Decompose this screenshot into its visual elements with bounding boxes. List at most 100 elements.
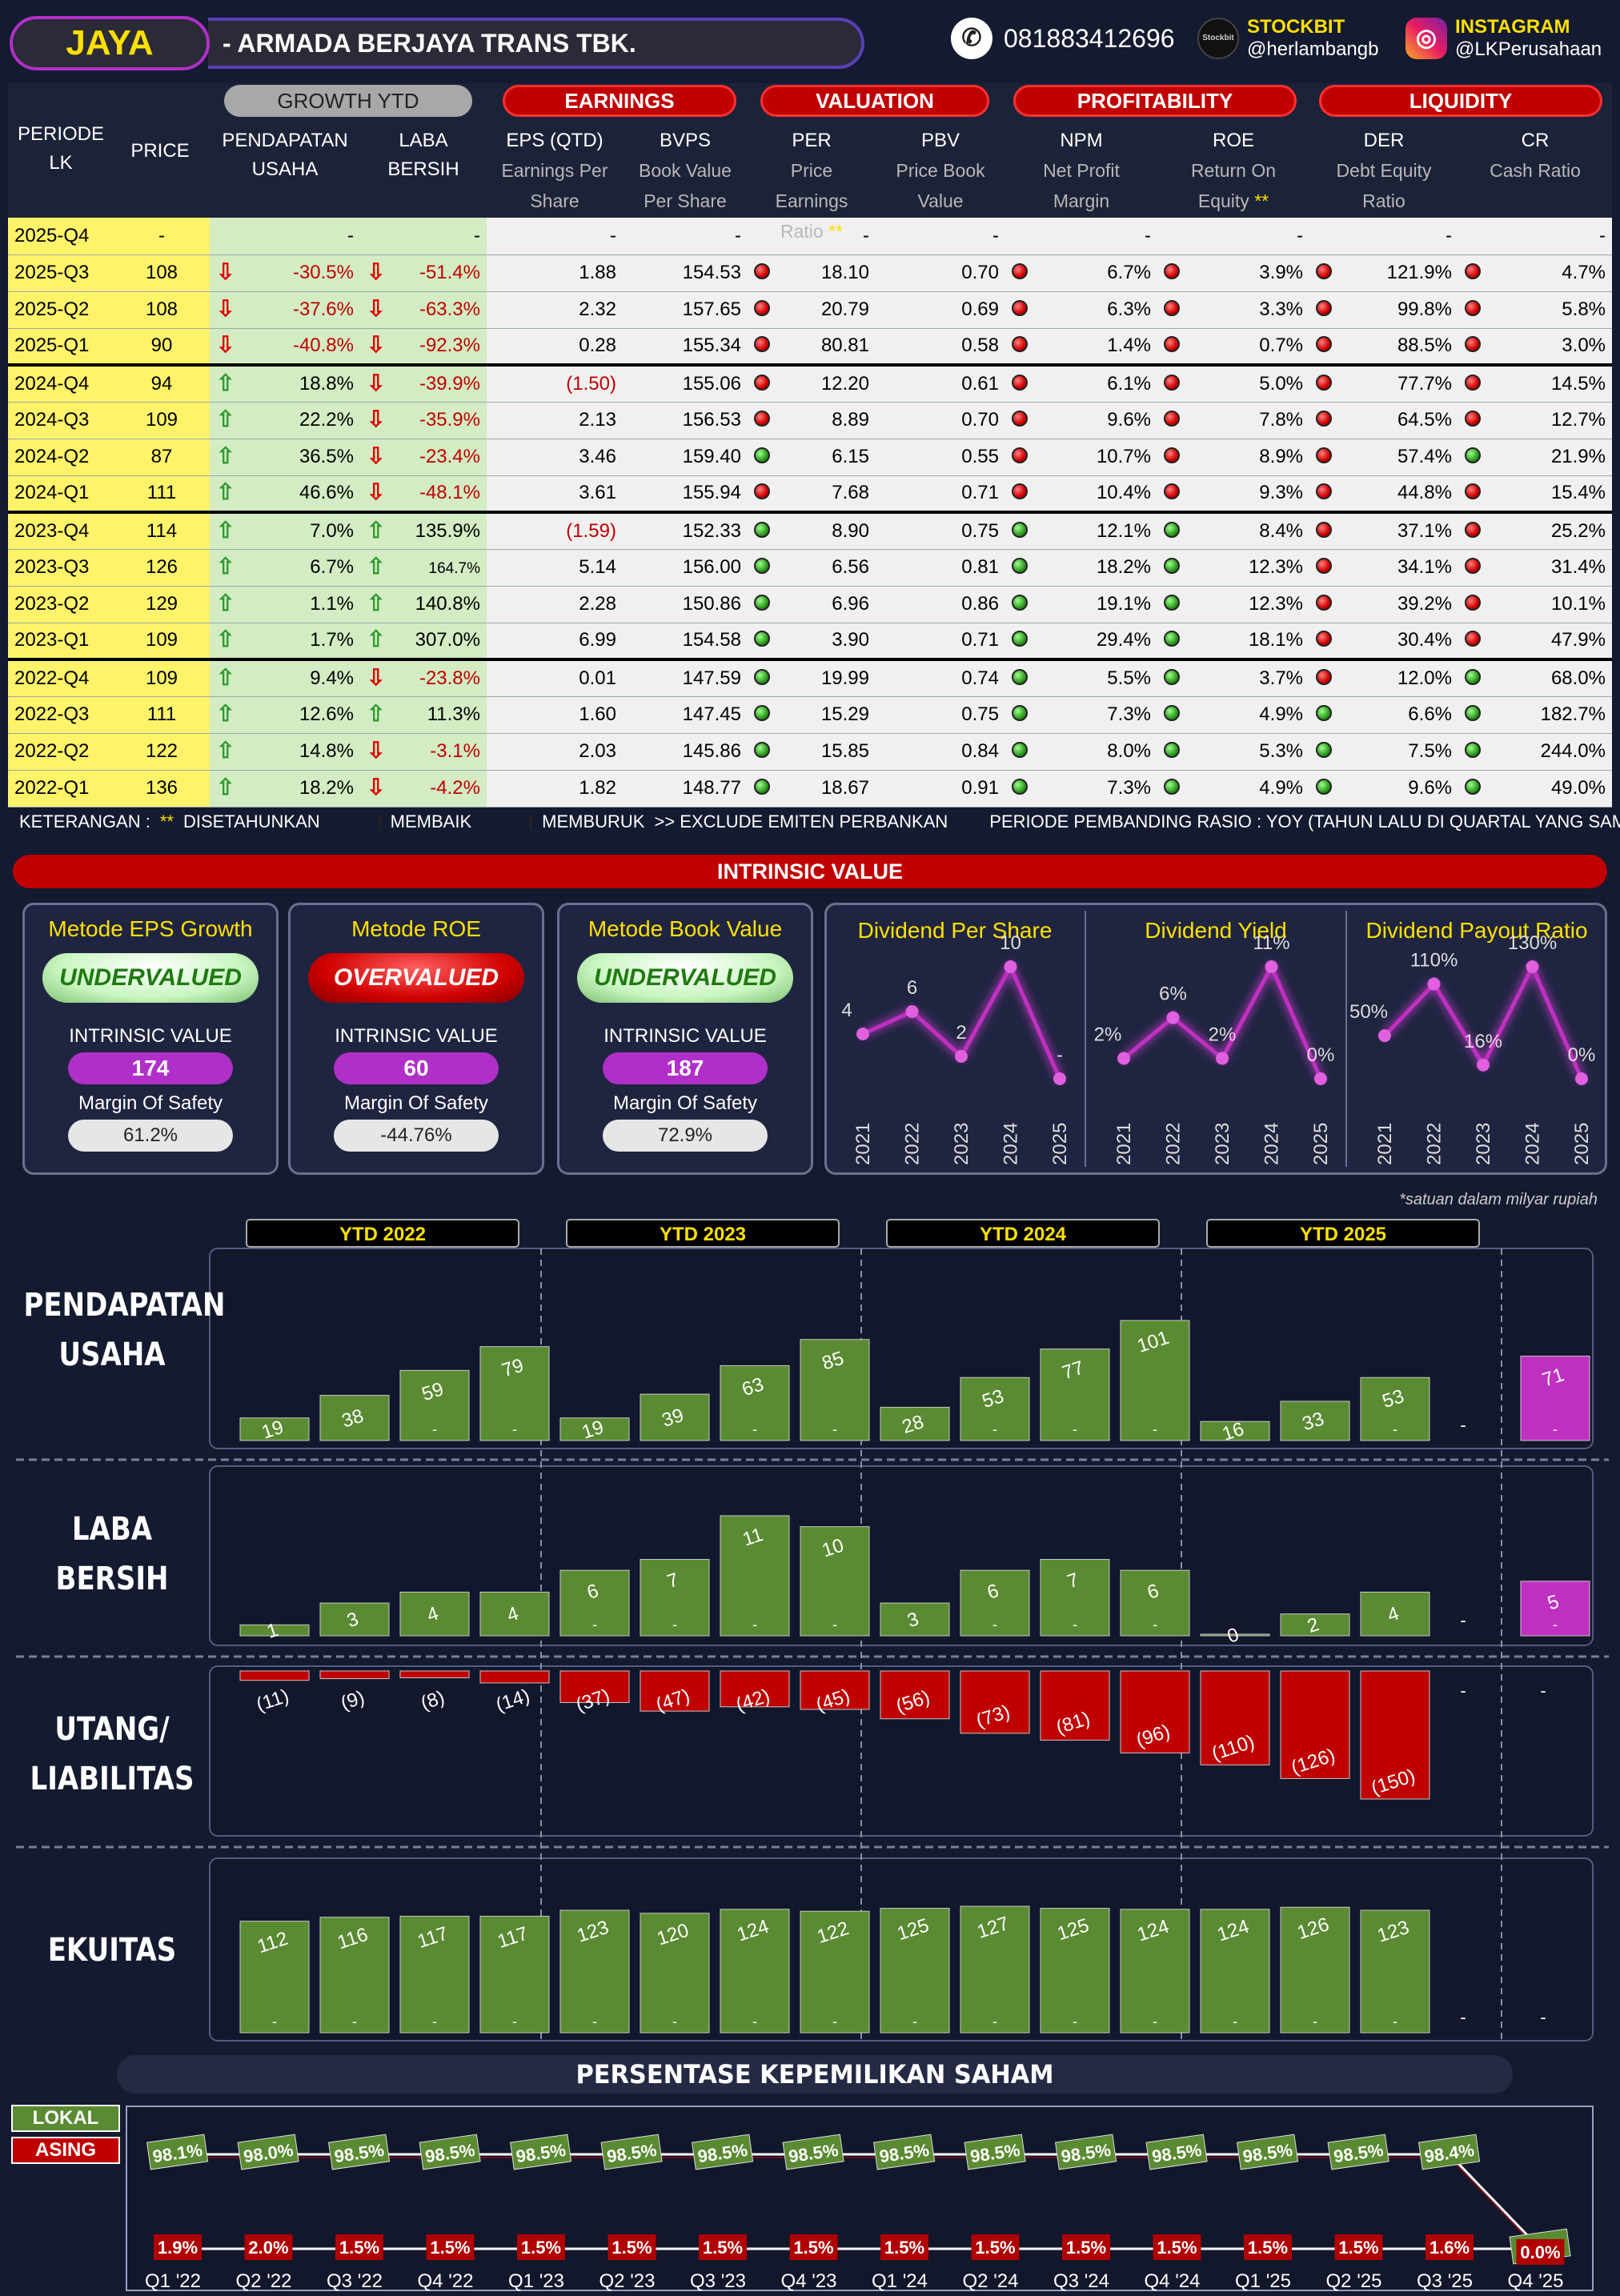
cell-revenue-growth: ⇧ 22.2% xyxy=(210,402,360,439)
dividend-point xyxy=(955,1050,968,1063)
cell-value: 44.8% xyxy=(1397,482,1452,504)
cell-periode: 2024-Q3 xyxy=(8,402,114,439)
green-dot-icon xyxy=(1164,779,1180,795)
table-row: 2025-Q3 108 ⇩ -30.5% ⇩ -51.4% 1.88 154.53 18.10 0… xyxy=(8,254,1612,292)
group-growth-ytd: GROWTH YTD xyxy=(224,85,472,117)
red-dot-icon xyxy=(1316,631,1332,647)
cell-netincome-growth: ⇩ -92.3% xyxy=(360,328,487,366)
bar xyxy=(399,1915,470,2034)
asing-label-bg xyxy=(1244,2234,1292,2260)
dividend-label: 10 xyxy=(1000,932,1021,954)
green-dot-icon xyxy=(754,705,770,721)
cell-value: 4.7% xyxy=(1562,262,1606,283)
cell-value: 0.7% xyxy=(1259,335,1303,357)
col-title: PBV xyxy=(920,130,960,151)
col-subtitle: Cash Ratio xyxy=(1490,160,1581,181)
ytd-label: YTD 2022 xyxy=(339,1224,426,1245)
table-row: 2022-Q3 111 ⇧ 12.6% ⇧ 11.3% 1.60 147.45 15.29 0.7… xyxy=(8,696,1612,734)
col-subtitle: Debt Equity Ratio xyxy=(1336,160,1432,211)
quarter-label: Q1 '22 xyxy=(145,2270,201,2292)
bar-sub-label: - xyxy=(1553,1421,1558,1437)
row-label-line: LABA xyxy=(71,1511,153,1548)
asing-label-bg xyxy=(971,2234,1020,2260)
bar-sub-label: - xyxy=(1553,1617,1558,1633)
cell-eps: 0.28 xyxy=(487,328,623,366)
dividend-point xyxy=(1314,1072,1327,1085)
bar-panel xyxy=(209,1465,1594,1646)
bar-sub-label: - xyxy=(832,1421,837,1437)
asing-label-bg xyxy=(1516,2239,1565,2265)
intrinsic-label: INTRINSIC VALUE xyxy=(603,1025,767,1047)
asing-label-bg xyxy=(608,2234,656,2260)
cell-value: -63.3% xyxy=(419,299,480,320)
bar xyxy=(239,1624,310,1637)
instagram-icon: ◎ xyxy=(1405,18,1447,59)
red-dot-icon xyxy=(1465,300,1481,316)
lokal-label-bg xyxy=(419,2134,481,2170)
cell-price: 87 xyxy=(114,439,210,476)
green-dot-icon xyxy=(1012,742,1028,758)
cell-periode: 2025-Q4 xyxy=(8,218,114,255)
cell-cr: 68.0% xyxy=(1458,658,1612,697)
bar xyxy=(1360,1670,1430,1800)
dividend-year-label: 2025 xyxy=(1571,1123,1593,1165)
dividend-point xyxy=(1265,960,1278,973)
cell-netincome-growth: ⇧ 140.8% xyxy=(360,586,487,623)
cell-periode: 2023-Q1 xyxy=(8,623,114,660)
cell-pbv: 0.70 xyxy=(876,402,1005,439)
row-label-line: PENDAPATAN xyxy=(23,1287,226,1324)
bar xyxy=(399,1591,470,1637)
bar xyxy=(479,1915,550,2034)
bar-label: - xyxy=(1540,2007,1546,2027)
group-liquidity: LIQUIDITY xyxy=(1319,85,1602,117)
asing-label-bg xyxy=(154,2234,202,2260)
asing-label: 1.5% xyxy=(1338,2238,1378,2258)
instagram-contact[interactable]: ◎ INSTAGRAM @LKPerusahaan xyxy=(1405,16,1602,61)
table-row: 2022-Q4 109 ⇧ 9.4% ⇩ -23.8% 0.01 147.59 19.99 0.7… xyxy=(8,658,1612,697)
dividend-point xyxy=(1166,1011,1180,1024)
table-row: 2024-Q2 87 ⇧ 36.5% ⇩ -23.4% 3.46 159.40 6.15 0.55… xyxy=(8,439,1612,476)
dividend-chart-title: Dividend Payout Ratio xyxy=(1365,918,1587,943)
arrow-up-icon: ⇧ xyxy=(216,554,235,579)
cell-der: 57.4% xyxy=(1309,439,1458,476)
dividend-label: 16% xyxy=(1464,1031,1502,1052)
whatsapp-contact[interactable]: ✆ 081883412696 xyxy=(951,18,1175,59)
cell-value: 29.4% xyxy=(1096,629,1151,651)
bar-sub-label: - xyxy=(352,2014,357,2030)
dividend-label: 2% xyxy=(1094,1024,1122,1046)
col-title: NPM xyxy=(1060,130,1103,151)
red-dot-icon xyxy=(1012,336,1028,353)
cell-value: 7.68 xyxy=(832,482,869,504)
arrow-up-icon: ⇧ xyxy=(367,591,386,615)
dividend-year-label: 2023 xyxy=(951,1123,972,1165)
intrinsic-card: Metode EPS Growth UNDERVALUED INTRINSIC VA… xyxy=(22,903,279,1175)
table-row: 2024-Q1 111 ⇧ 46.6% ⇩ -48.1% 3.61 155.94 7.68 0.7… xyxy=(8,475,1612,513)
col-title: ROE xyxy=(1212,130,1254,151)
intrinsic-label: INTRINSIC VALUE xyxy=(69,1025,232,1047)
cell-value: - xyxy=(474,224,480,246)
cell-eps: 1.88 xyxy=(487,254,623,292)
cell-revenue-growth: ⇧ 1.1% xyxy=(210,586,360,623)
cell-netincome-growth: ⇩ -63.3% xyxy=(360,291,487,329)
dividend-year-label: 2022 xyxy=(1424,1123,1446,1165)
cell-pbv: 0.74 xyxy=(876,658,1005,697)
cell-pbv: 0.86 xyxy=(876,586,1005,623)
stockbit-contact[interactable]: Stockbit STOCKBIT @herlambangb xyxy=(1197,16,1378,61)
bar-label: - xyxy=(1460,1681,1466,1701)
cell-per: - xyxy=(748,218,876,255)
cell-value: 12.3% xyxy=(1248,593,1303,615)
asing-label: 1.6% xyxy=(1430,2238,1470,2258)
cell-eps: 2.03 xyxy=(487,733,623,771)
legend-asing: ASING xyxy=(11,2137,120,2164)
cell-periode: 2023-Q3 xyxy=(8,549,114,587)
cell-bvps: 148.77 xyxy=(623,770,748,807)
cell-value: 12.20 xyxy=(820,372,869,395)
bar-sub-label: - xyxy=(752,2014,757,2030)
bar xyxy=(720,1515,790,1637)
green-dot-icon xyxy=(1012,558,1028,574)
cell-netincome-growth: - xyxy=(360,218,487,255)
quarter-label: Q4 '22 xyxy=(418,2270,474,2292)
bar xyxy=(800,1910,870,2034)
dividend-year-label: 2023 xyxy=(1473,1123,1494,1165)
cell-value: 49.0% xyxy=(1550,777,1606,799)
